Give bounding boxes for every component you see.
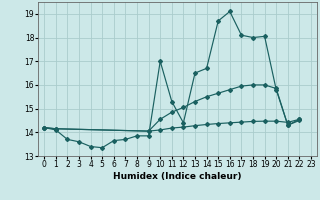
- X-axis label: Humidex (Indice chaleur): Humidex (Indice chaleur): [113, 172, 242, 181]
